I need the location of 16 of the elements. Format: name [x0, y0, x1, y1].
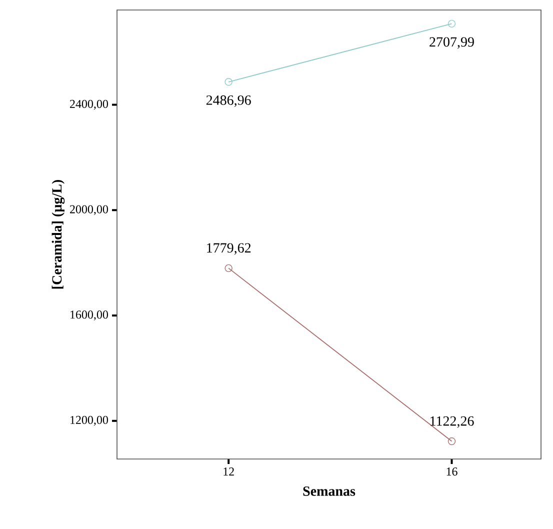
point [448, 437, 456, 446]
y-tick-label: 2000,00 [70, 205, 108, 216]
x-tick-label: 12 [224, 468, 234, 476]
data-label: 1779,62 [207, 243, 251, 255]
y-tick-label: 2400,00 [70, 100, 108, 110]
data-label: 1122,26 [430, 416, 474, 428]
point [224, 78, 232, 86]
data-label: 2707,99 [430, 37, 474, 49]
y-tick-label: 1600,00 [70, 310, 108, 320]
data-label: 2486,96 [206, 95, 251, 107]
y-tick-label: 1200,00 [70, 416, 108, 426]
x-tick-label: 16 [446, 468, 458, 476]
y-axis-title: [Ceramida] (µg/L) [52, 180, 65, 289]
point [448, 20, 456, 28]
x-axis-title: Semanas [303, 486, 356, 496]
point [224, 264, 232, 272]
